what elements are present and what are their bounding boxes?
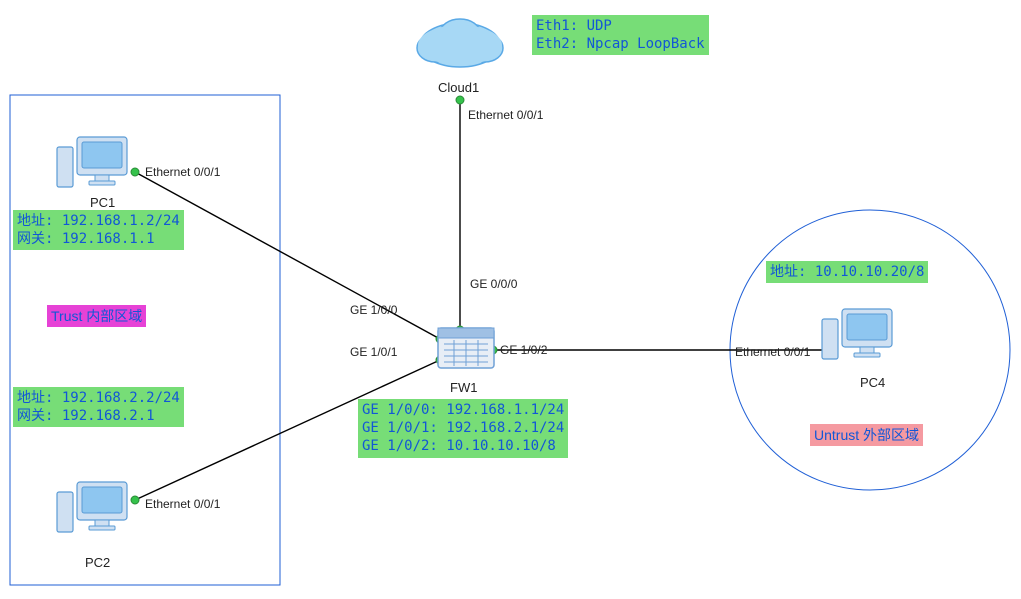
port-dot (131, 168, 139, 176)
port-label: GE 0/0/0 (470, 277, 517, 291)
cloud-label: Cloud1 (438, 80, 479, 95)
pc4-label: PC4 (860, 375, 885, 390)
annot-pc2_addr: 地址: 192.168.2.2/24 网关: 192.168.2.1 (13, 387, 184, 427)
annot-fw1_addr: GE 1/0/0: 192.168.1.1/24 GE 1/0/1: 192.1… (358, 399, 568, 458)
pc4-icon (822, 309, 892, 359)
cloud-icon (417, 19, 503, 67)
pc2-label: PC2 (85, 555, 110, 570)
fw1-label: FW1 (450, 380, 477, 395)
port-label: Ethernet 0/0/1 (735, 345, 810, 359)
firewall-icon (438, 328, 494, 368)
annot-cloud_text: Eth1: UDP Eth2: Npcap LoopBack (532, 15, 709, 55)
port-label: Ethernet 0/0/1 (145, 497, 220, 511)
annot-pc1_addr: 地址: 192.168.1.2/24 网关: 192.168.1.1 (13, 210, 184, 250)
annot-pc4_addr: 地址: 10.10.10.20/8 (766, 261, 928, 283)
port-dot (436, 335, 444, 343)
annot-trust_tag: Trust 内部区域 (47, 305, 146, 327)
diagram-stage: Cloud1 PC1 PC2 PC4 FW1 Ethernet 0/0/1 GE … (0, 0, 1021, 599)
port-label: GE 1/0/2 (500, 343, 547, 357)
port-label: GE 1/0/0 (350, 303, 397, 317)
pc2-icon (57, 482, 127, 532)
port-dot (489, 346, 497, 354)
port-dot (131, 496, 139, 504)
port-dot (436, 356, 444, 364)
port-dot (456, 326, 464, 334)
port-label: Ethernet 0/0/1 (145, 165, 220, 179)
pc1-label: PC1 (90, 195, 115, 210)
port-dot (456, 96, 464, 104)
annot-untrust_tag: Untrust 外部区域 (810, 424, 923, 446)
port-label: Ethernet 0/0/1 (468, 108, 543, 122)
pc1-icon (57, 137, 127, 187)
port-label: GE 1/0/1 (350, 345, 397, 359)
port-dot (824, 346, 832, 354)
